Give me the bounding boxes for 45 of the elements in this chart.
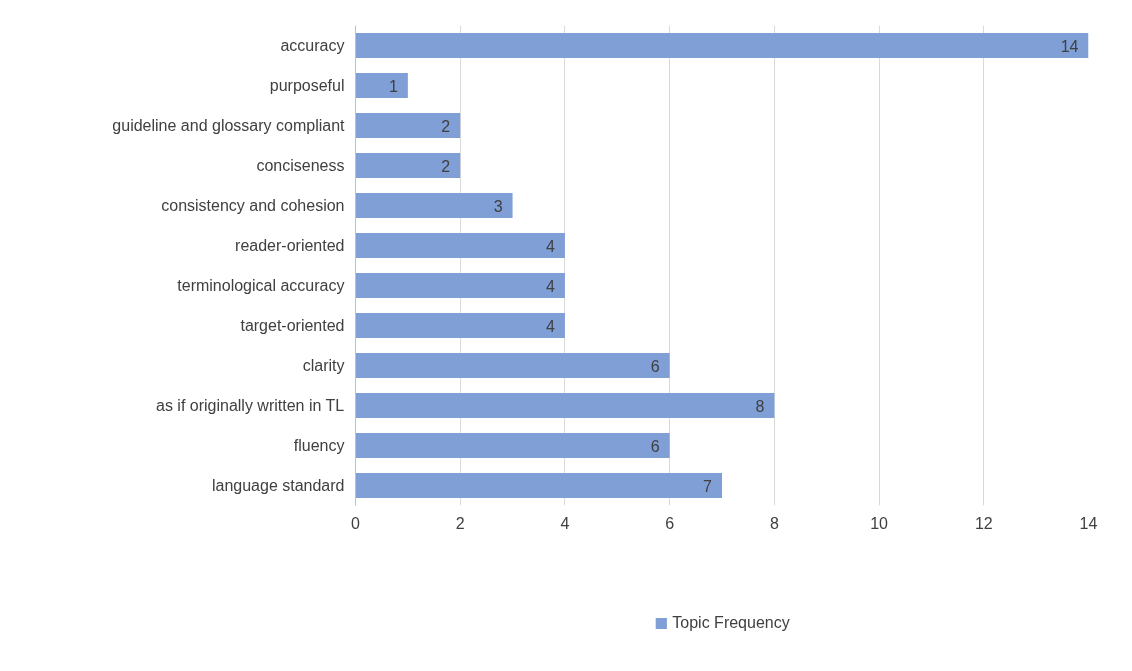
data-label: 3 xyxy=(493,197,503,215)
y-tick-label: reader-oriented xyxy=(235,237,345,254)
bar xyxy=(355,273,565,298)
data-label: 4 xyxy=(546,317,556,335)
data-label: 8 xyxy=(755,397,765,415)
y-tick-label: conciseness xyxy=(256,157,345,174)
data-label: 4 xyxy=(546,237,556,255)
legend-label: Topic Frequency xyxy=(672,614,790,633)
x-tick-label: 10 xyxy=(870,514,889,532)
bar xyxy=(355,73,408,98)
x-tick-label: 8 xyxy=(769,514,779,532)
bar xyxy=(355,353,670,378)
x-tick-label: 12 xyxy=(974,514,993,532)
bar xyxy=(355,233,565,258)
y-tick-label: terminological accuracy xyxy=(177,277,345,294)
y-tick-label: fluency xyxy=(293,437,345,454)
y-tick-label: target-oriented xyxy=(240,317,345,334)
data-label: 6 xyxy=(650,437,660,455)
data-label: 2 xyxy=(441,117,451,135)
y-tick-label: as if originally written in TL xyxy=(155,397,345,414)
y-tick-label: consistency and cohesion xyxy=(161,197,345,214)
y-tick-label: language standard xyxy=(211,477,345,494)
data-label: 7 xyxy=(703,477,713,495)
y-tick-label: guideline and glossary compliant xyxy=(112,117,346,134)
x-tick-label: 4 xyxy=(560,514,570,532)
bar xyxy=(355,313,565,338)
x-tick-label: 14 xyxy=(1079,514,1098,532)
x-tick-label: 6 xyxy=(665,514,675,532)
data-label: 1 xyxy=(388,77,398,95)
y-tick-label: clarity xyxy=(302,357,345,374)
x-tick-label: 0 xyxy=(351,514,361,532)
x-tick-label: 2 xyxy=(455,514,465,532)
bar xyxy=(355,113,461,138)
bar xyxy=(355,193,513,218)
data-label: 2 xyxy=(441,157,451,175)
data-label: 4 xyxy=(546,277,556,295)
bar xyxy=(355,33,1089,58)
y-tick-label: accuracy xyxy=(280,37,345,54)
data-label: 14 xyxy=(1060,37,1079,55)
bar xyxy=(355,433,670,458)
bar xyxy=(355,393,775,418)
bar xyxy=(355,473,722,498)
y-tick-label: purposeful xyxy=(269,77,345,94)
data-label: 6 xyxy=(650,357,660,375)
bar xyxy=(355,153,461,178)
